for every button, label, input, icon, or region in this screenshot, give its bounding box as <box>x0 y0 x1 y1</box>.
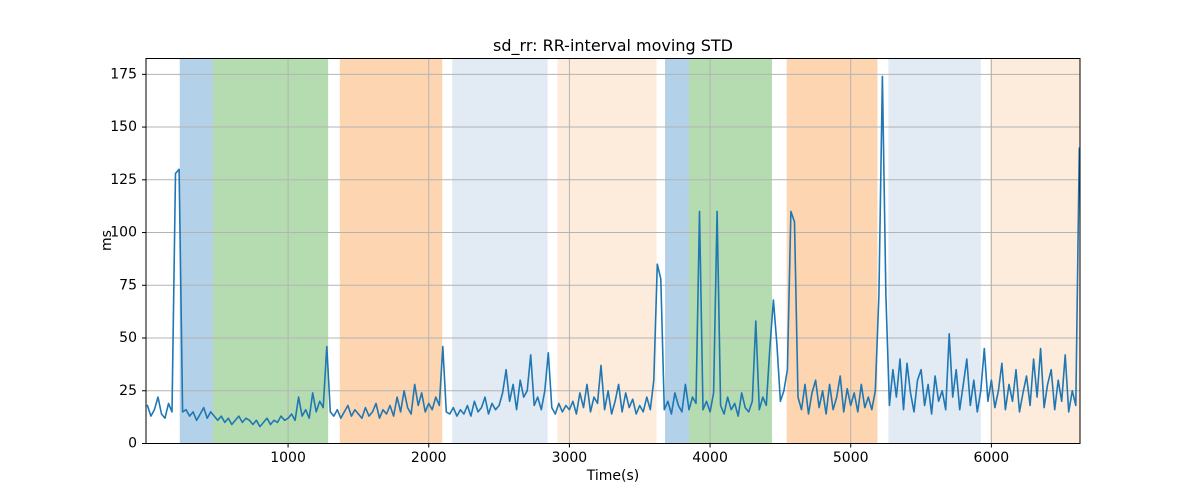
x-tick-label: 4000 <box>692 450 728 466</box>
y-tick-label: 25 <box>119 383 137 399</box>
x-tick-label: 1000 <box>270 450 306 466</box>
shaded-span-green <box>212 58 329 444</box>
shaded-span-pale-orange <box>557 58 657 444</box>
x-tick-label: 3000 <box>552 450 588 466</box>
shaded-span-orange <box>339 58 443 444</box>
y-tick-label: 125 <box>110 172 137 188</box>
shaded-span-blue <box>179 58 213 444</box>
shaded-span-green <box>688 58 772 444</box>
y-tick-label: 150 <box>110 119 137 135</box>
shaded-span-blue <box>665 58 689 444</box>
x-tick-label: 2000 <box>411 450 447 466</box>
axes-spines <box>145 58 1081 444</box>
series-line-sd_rr <box>146 75 1080 428</box>
chart-title: sd_rr: RR-interval moving STD <box>493 36 733 55</box>
y-tick-label: 0 <box>128 436 137 452</box>
y-tick-label: 75 <box>119 277 137 293</box>
x-tick-label: 6000 <box>974 450 1010 466</box>
y-tick-label: 100 <box>110 225 137 241</box>
shaded-span-orange <box>786 58 878 444</box>
y-tick-label: 175 <box>110 66 137 82</box>
y-tick-label: 50 <box>119 330 137 346</box>
x-axis-label: Time(s) <box>586 468 640 484</box>
x-tick-label: 5000 <box>833 450 869 466</box>
